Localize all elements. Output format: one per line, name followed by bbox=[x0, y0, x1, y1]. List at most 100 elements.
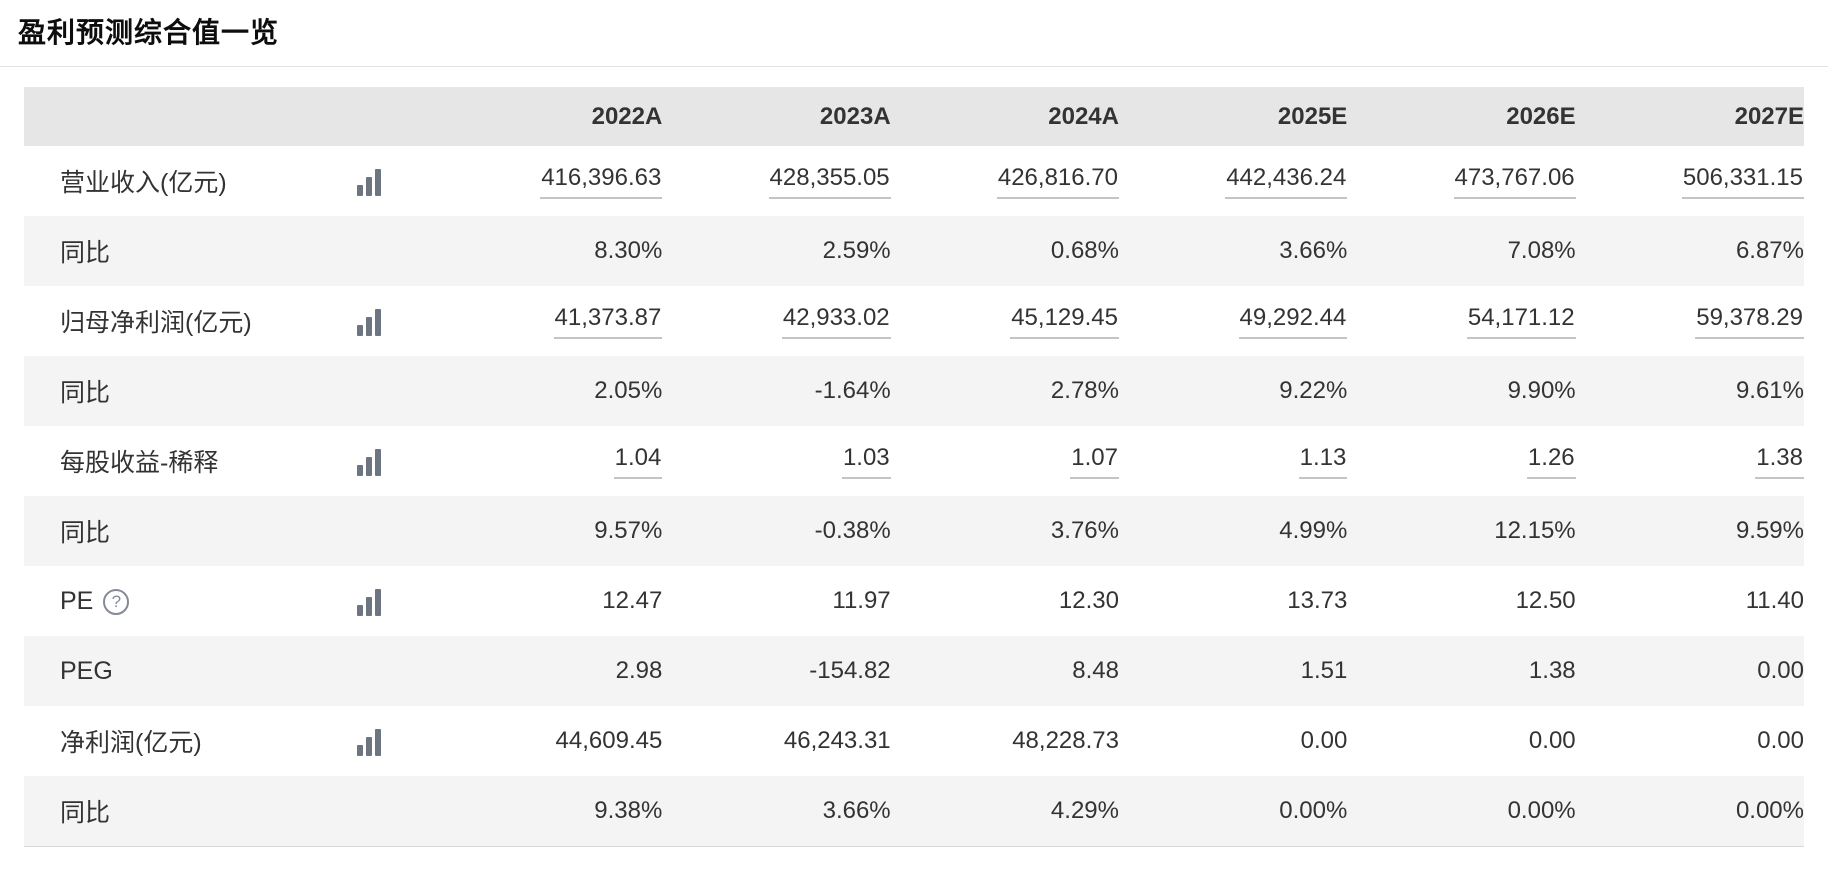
cell-value: 42,933.02 bbox=[662, 286, 891, 356]
cell-value: -0.38% bbox=[662, 496, 891, 566]
row-label: 同比 bbox=[24, 496, 354, 566]
underlined-value[interactable]: 426,816.70 bbox=[996, 164, 1119, 199]
corner-cell bbox=[24, 87, 434, 146]
cell-value: 0.00 bbox=[1757, 727, 1804, 754]
underlined-value[interactable]: 49,292.44 bbox=[1238, 304, 1348, 339]
bar-chart-icon[interactable] bbox=[354, 726, 384, 756]
cell-value: 3.76% bbox=[890, 496, 1119, 566]
cell-value: 9.59% bbox=[1575, 496, 1804, 566]
row-label: 净利润(亿元) bbox=[60, 729, 202, 757]
bar-chart-icon[interactable] bbox=[354, 446, 384, 476]
cell-value: 9.22% bbox=[1118, 356, 1348, 426]
cell-value: 59,378.29 bbox=[1576, 286, 1804, 356]
row-label: 同比 bbox=[24, 356, 354, 426]
underlined-value[interactable]: 1.26 bbox=[1526, 444, 1576, 479]
cell-value: 41,373.87 bbox=[434, 286, 663, 356]
cell-value: 0.00% bbox=[1347, 776, 1576, 847]
cell-value: 2.98 bbox=[434, 636, 663, 706]
underlined-value[interactable]: 473,767.06 bbox=[1453, 164, 1576, 199]
page-title: 盈利预测综合值一览 bbox=[18, 17, 280, 48]
cell-value: 7.08% bbox=[1347, 216, 1576, 286]
cell-value: 4.99% bbox=[1118, 496, 1348, 566]
row-label: PE? bbox=[24, 566, 354, 636]
underlined-value[interactable]: 59,378.29 bbox=[1695, 304, 1804, 339]
cell-value: 416,396.63 bbox=[434, 146, 663, 216]
cell-value: 506,331.15 bbox=[1576, 146, 1804, 216]
underlined-value[interactable]: 1.13 bbox=[1298, 444, 1348, 479]
cell-value: 0.00 bbox=[1575, 636, 1804, 706]
underlined-value[interactable]: 54,171.12 bbox=[1466, 304, 1576, 339]
underlined-value[interactable]: 428,355.05 bbox=[768, 164, 891, 199]
cell-value: 46,243.31 bbox=[783, 727, 891, 754]
underlined-value[interactable]: 1.38 bbox=[1755, 444, 1804, 479]
underlined-value[interactable]: 41,373.87 bbox=[553, 304, 663, 339]
cell-value: 54,171.12 bbox=[1347, 286, 1576, 356]
underlined-value[interactable]: 45,129.45 bbox=[1010, 304, 1119, 339]
row-label: 归母净利润(亿元) bbox=[60, 309, 252, 337]
cell-value: 3.66% bbox=[662, 776, 891, 847]
bar-chart-icon[interactable] bbox=[354, 306, 384, 336]
table-row-eps-diluted: 每股收益-稀释 1.04 1.03 1.07 1.13 1.26 1.38 bbox=[24, 426, 1804, 496]
cell-value: 473,767.06 bbox=[1347, 146, 1576, 216]
cell-value: 9.38% bbox=[434, 776, 663, 847]
table-row-net-profit-attr-yoy: 同比 2.05% -1.64% 2.78% 9.22% 9.90% 9.61% bbox=[24, 356, 1804, 426]
cell-value: 8.48 bbox=[890, 636, 1119, 706]
cell-value: 12.30 bbox=[1058, 587, 1119, 614]
column-header-2027e: 2027E bbox=[1575, 87, 1804, 146]
cell-value: 2.59% bbox=[662, 216, 891, 286]
cell-value: 1.07 bbox=[891, 426, 1119, 496]
row-label: PEG bbox=[24, 636, 354, 706]
underlined-value[interactable]: 42,933.02 bbox=[781, 304, 891, 339]
cell-value: 1.26 bbox=[1347, 426, 1576, 496]
underlined-value[interactable]: 1.03 bbox=[841, 444, 891, 479]
underlined-value[interactable]: 442,436.24 bbox=[1225, 164, 1348, 199]
column-header-2025e: 2025E bbox=[1118, 87, 1348, 146]
column-header-2026e: 2026E bbox=[1347, 87, 1576, 146]
cell-value: 426,816.70 bbox=[891, 146, 1119, 216]
cell-value: 0.00% bbox=[1118, 776, 1348, 847]
cell-value: 11.40 bbox=[1745, 587, 1804, 614]
row-label: 营业收入(亿元) bbox=[60, 169, 227, 197]
underlined-value[interactable]: 1.04 bbox=[613, 444, 663, 479]
underlined-value[interactable]: 1.07 bbox=[1070, 444, 1119, 479]
cell-value: 3.66% bbox=[1118, 216, 1348, 286]
table-row-revenue-yoy: 同比 8.30% 2.59% 0.68% 3.66% 7.08% 6.87% bbox=[24, 216, 1804, 286]
title-divider bbox=[0, 66, 1828, 67]
cell-value: 1.38 bbox=[1347, 636, 1576, 706]
underlined-value[interactable]: 416,396.63 bbox=[540, 164, 663, 199]
column-header-2024a: 2024A bbox=[890, 87, 1119, 146]
cell-value: 1.03 bbox=[662, 426, 891, 496]
table-row-peg: PEG 2.98 -154.82 8.48 1.51 1.38 0.00 bbox=[24, 636, 1804, 706]
table-row-revenue: 营业收入(亿元) 416,396.63 428,355.05 426,816.7… bbox=[24, 146, 1804, 216]
cell-value: 8.30% bbox=[434, 216, 663, 286]
column-header-2022a: 2022A bbox=[434, 87, 663, 146]
table-row-net-profit-attr: 归母净利润(亿元) 41,373.87 42,933.02 45,129.45 … bbox=[24, 286, 1804, 356]
cell-value: 9.57% bbox=[434, 496, 663, 566]
table-row-pe: PE? 12.47 11.97 12.30 13.73 12.50 11.40 bbox=[24, 566, 1804, 636]
cell-value: 2.78% bbox=[890, 356, 1119, 426]
cell-value: 45,129.45 bbox=[891, 286, 1119, 356]
cell-value: -1.64% bbox=[662, 356, 891, 426]
bar-chart-icon[interactable] bbox=[354, 586, 384, 616]
table-row-net-profit: 净利润(亿元) 44,609.45 46,243.31 48,228.73 0.… bbox=[24, 706, 1804, 776]
cell-value: 0.68% bbox=[890, 216, 1119, 286]
cell-value: 44,609.45 bbox=[555, 727, 663, 754]
cell-value: 0.00 bbox=[1528, 727, 1576, 754]
bar-chart-icon[interactable] bbox=[354, 166, 384, 196]
cell-value: 442,436.24 bbox=[1119, 146, 1348, 216]
cell-value: 0.00 bbox=[1300, 727, 1348, 754]
table-row-eps-yoy: 同比 9.57% -0.38% 3.76% 4.99% 12.15% 9.59% bbox=[24, 496, 1804, 566]
cell-value: 48,228.73 bbox=[1012, 727, 1119, 754]
cell-value: 12.47 bbox=[602, 587, 663, 614]
cell-value: 4.29% bbox=[890, 776, 1119, 847]
help-icon[interactable]: ? bbox=[103, 588, 130, 615]
header-row: 2022A 2023A 2024A 2025E 2026E 2027E bbox=[24, 87, 1804, 146]
underlined-value[interactable]: 506,331.15 bbox=[1681, 164, 1804, 199]
cell-value: 0.00% bbox=[1575, 776, 1804, 847]
cell-value: 9.90% bbox=[1347, 356, 1576, 426]
cell-value: 6.87% bbox=[1575, 216, 1804, 286]
cell-value: 1.04 bbox=[434, 426, 663, 496]
row-label: 同比 bbox=[24, 216, 354, 286]
cell-value: 12.50 bbox=[1515, 587, 1576, 614]
column-header-2023a: 2023A bbox=[662, 87, 891, 146]
